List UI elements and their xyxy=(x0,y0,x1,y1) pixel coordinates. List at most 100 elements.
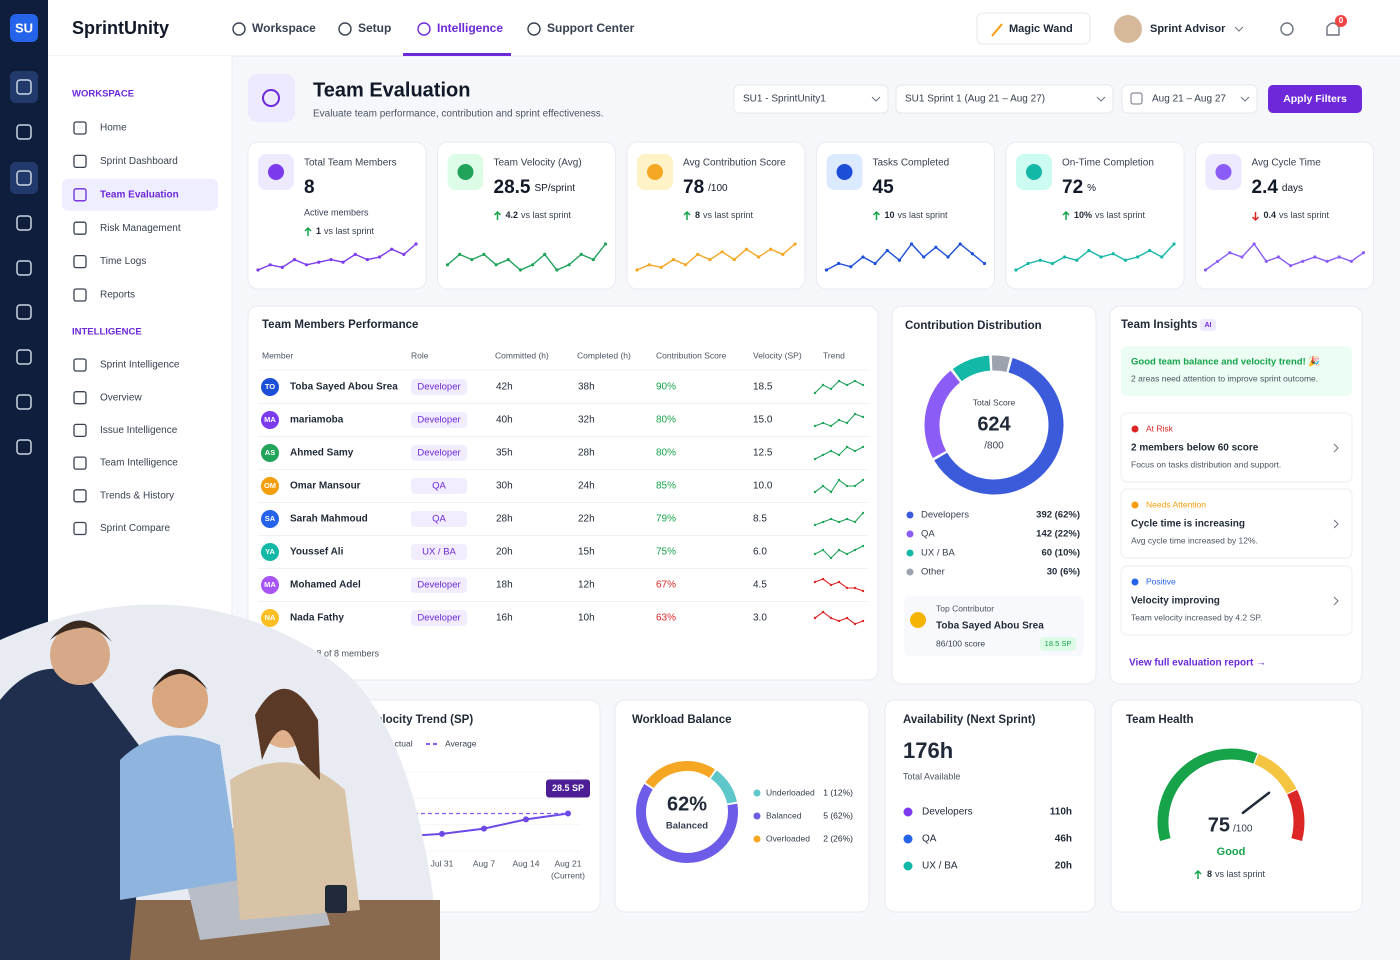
filter-value[interactable]: Aug 21 – Aug 27 xyxy=(1152,94,1226,105)
kpi-delta-line: 0.4 vs last sprint xyxy=(1264,210,1330,220)
kpi-unit: SP/sprint xyxy=(534,183,575,194)
apply-label[interactable]: Apply Filters xyxy=(1283,93,1347,105)
sparkline xyxy=(447,243,607,271)
logo: SU xyxy=(15,20,33,35)
sparkline-point xyxy=(958,242,962,246)
sidebar-item[interactable]: Team Intelligence xyxy=(100,458,178,469)
insight-title: Cycle time is increasing xyxy=(1131,519,1245,530)
sparkline-point xyxy=(1160,255,1164,259)
kpi-unit: days xyxy=(1282,183,1303,194)
user-avatar[interactable] xyxy=(1114,15,1142,43)
photo-shape xyxy=(325,885,347,913)
kpi-value: 72 xyxy=(1062,177,1083,198)
user-name[interactable]: Sprint Advisor xyxy=(1150,23,1226,35)
sparkline-point xyxy=(849,265,853,269)
sidebar-item[interactable]: Team Evaluation xyxy=(100,189,179,200)
column-header: Committed (h) xyxy=(495,350,549,360)
avatar xyxy=(261,576,279,594)
sparkline-point xyxy=(1123,258,1127,262)
filter-select[interactable] xyxy=(733,84,889,114)
avatar xyxy=(261,477,279,495)
nav-item[interactable]: Intelligence xyxy=(437,21,503,35)
completed: 15h xyxy=(578,547,595,558)
velocity: 4.5 xyxy=(753,580,767,591)
chart-title: Workload Balance xyxy=(632,714,732,726)
sparkline-point xyxy=(861,511,865,515)
insights-title: Team Insights xyxy=(1121,319,1197,331)
sidebar-item[interactable]: Reports xyxy=(100,290,135,301)
data-point xyxy=(439,830,445,837)
filter-value[interactable]: SU1 - SprintUnity1 xyxy=(743,94,826,105)
card xyxy=(1110,699,1363,913)
sparkline-point xyxy=(1228,251,1232,255)
committed: 30h xyxy=(496,481,513,492)
kpi-delta-text: vs last sprint xyxy=(521,210,572,220)
sparkline-point xyxy=(603,242,608,246)
ai-badge-label: AI xyxy=(1205,322,1212,329)
velocity: 6.0 xyxy=(753,547,767,558)
sidebar-item[interactable]: Sprint Dashboard xyxy=(100,156,178,167)
center-title: Total Score xyxy=(973,397,1016,407)
sparkline-point xyxy=(445,263,450,267)
sparkline-point xyxy=(494,263,498,267)
filter-select[interactable] xyxy=(895,84,1114,114)
insight-card[interactable] xyxy=(1120,488,1353,559)
role: QA xyxy=(432,481,446,492)
rail-icon xyxy=(16,304,32,320)
nav-item[interactable]: Setup xyxy=(358,21,391,35)
photo-shape xyxy=(152,672,208,728)
nav-item[interactable]: Support Center xyxy=(547,21,635,35)
logo-box xyxy=(10,14,38,42)
sparkline-point xyxy=(829,517,833,521)
filter-value[interactable]: SU1 Sprint 1 (Aug 21 – Aug 27) xyxy=(905,94,1045,105)
report-link[interactable]: View full evaluation report → xyxy=(1129,658,1266,669)
avatar xyxy=(261,510,279,528)
top-name: Toba Sayed Abou Srea xyxy=(936,621,1044,632)
sidebar-item[interactable]: Issue Intelligence xyxy=(100,425,178,436)
magic-wand-label[interactable]: Magic Wand xyxy=(1009,23,1073,35)
kpi-icon-glyph xyxy=(647,164,663,180)
kpi-label: Avg Contribution Score xyxy=(683,158,786,169)
nav-icon xyxy=(338,22,352,36)
top-score: 86/100 score xyxy=(936,638,985,648)
apply-button[interactable] xyxy=(1268,85,1362,113)
magic-wand-button[interactable] xyxy=(976,12,1091,45)
completed: 38h xyxy=(578,382,595,393)
insight-card[interactable] xyxy=(1120,565,1353,636)
score: 67% xyxy=(656,580,676,591)
kpi-icon-glyph xyxy=(1215,164,1232,180)
rail-active xyxy=(10,162,38,194)
sidebar-item[interactable]: Risk Management xyxy=(100,223,181,234)
sparkline-point xyxy=(909,242,914,246)
sidebar-item[interactable]: Overview xyxy=(100,392,142,403)
sidebar-active xyxy=(62,178,218,211)
nav-item[interactable]: Workspace xyxy=(252,21,316,35)
legend-dot xyxy=(906,549,914,557)
photo-shape xyxy=(120,735,240,900)
filter-select[interactable] xyxy=(1121,84,1258,114)
sparkline-point xyxy=(744,247,748,251)
kpi-label: Team Velocity (Avg) xyxy=(494,158,582,169)
sparkline-point xyxy=(837,261,841,266)
kpi-delta-line: 4.2 vs last sprint xyxy=(506,210,572,220)
chevron xyxy=(1240,96,1250,102)
rail-icon xyxy=(16,79,32,95)
bell-icon[interactable] xyxy=(1326,22,1340,36)
sidebar-item[interactable]: Sprint Intelligence xyxy=(100,360,180,371)
calendar-icon xyxy=(1130,92,1143,105)
completed: 32h xyxy=(578,415,595,426)
role-badge xyxy=(411,445,467,461)
sparkline-point xyxy=(821,421,825,425)
sidebar-item[interactable]: Time Logs xyxy=(100,256,146,267)
sidebar-item[interactable]: Sprint Compare xyxy=(100,523,170,534)
role: Developer xyxy=(417,415,460,426)
sidebar-item[interactable]: Home xyxy=(100,123,127,134)
sparkline-point xyxy=(1276,255,1281,259)
member-name: Omar Mansour xyxy=(290,481,361,492)
completed: 24h xyxy=(578,481,595,492)
sidebar-item[interactable]: Trends & History xyxy=(100,490,174,501)
sparkline-point xyxy=(280,265,284,269)
theme-toggle[interactable] xyxy=(1280,22,1294,36)
insight-card[interactable] xyxy=(1120,412,1353,483)
column-header: Completed (h) xyxy=(577,350,631,360)
